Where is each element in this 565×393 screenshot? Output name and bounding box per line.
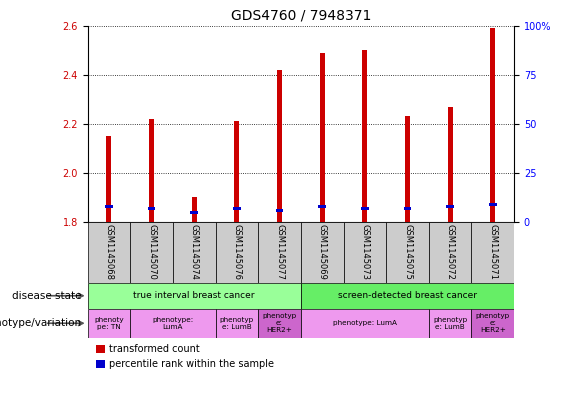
Bar [147,207,155,210]
Text: phenotyp
e: LumB: phenotyp e: LumB [220,317,254,330]
Text: GSM1145075: GSM1145075 [403,224,412,280]
Bar [96,345,106,353]
Bar [361,207,369,210]
Text: phenotyp
e:
HER2+: phenotyp e: HER2+ [476,313,510,333]
Bar [88,309,131,338]
Bar [88,283,301,309]
Bar [131,309,216,338]
Bar [190,211,198,214]
Bar [447,107,453,222]
Text: GSM1145076: GSM1145076 [232,224,241,280]
Bar [216,309,258,338]
Bar [403,207,411,210]
Bar [446,205,454,208]
Title: GDS4760 / 7948371: GDS4760 / 7948371 [231,9,371,23]
Text: phenotype:
LumA: phenotype: LumA [152,317,194,330]
Bar [344,222,386,283]
Text: phenotype: LumA: phenotype: LumA [333,320,397,326]
Text: GSM1145077: GSM1145077 [275,224,284,280]
Text: genotype/variation: genotype/variation [0,318,82,328]
Bar [277,70,282,222]
Text: transformed count: transformed count [109,344,199,354]
Bar [233,207,241,210]
Bar [301,283,514,309]
Bar [276,209,284,212]
Bar [234,121,240,222]
Bar [362,50,367,222]
Text: GSM1145074: GSM1145074 [190,224,199,280]
Text: true interval breast cancer: true interval breast cancer [133,291,255,300]
Bar [386,222,429,283]
Bar [429,222,471,283]
Bar [131,222,173,283]
Text: GSM1145072: GSM1145072 [446,224,455,280]
Bar [471,309,514,338]
Bar [96,360,106,368]
Text: screen-detected breast cancer: screen-detected breast cancer [338,291,477,300]
Bar [88,222,131,283]
Bar [489,203,497,206]
Text: disease state: disease state [12,291,82,301]
Bar [405,116,410,222]
Text: GSM1145068: GSM1145068 [105,224,114,280]
Bar [149,119,154,222]
Text: GSM1145069: GSM1145069 [318,224,327,280]
Bar [192,198,197,222]
Bar [105,205,113,208]
Text: GSM1145071: GSM1145071 [488,224,497,280]
Text: percentile rank within the sample: percentile rank within the sample [109,359,274,369]
Bar [173,222,215,283]
Bar [216,222,258,283]
Bar [258,222,301,283]
Text: phenoty
pe: TN: phenoty pe: TN [94,317,124,330]
Bar [301,309,429,338]
Text: GSM1145070: GSM1145070 [147,224,156,280]
Text: phenotyp
e:
HER2+: phenotyp e: HER2+ [262,313,297,333]
Bar [320,53,325,222]
Text: GSM1145073: GSM1145073 [360,224,370,280]
Bar [106,136,111,222]
Text: phenotyp
e: LumB: phenotyp e: LumB [433,317,467,330]
Bar [301,222,344,283]
Bar [258,309,301,338]
Bar [429,309,471,338]
Bar [490,28,496,222]
Bar [471,222,514,283]
Bar [318,205,326,208]
